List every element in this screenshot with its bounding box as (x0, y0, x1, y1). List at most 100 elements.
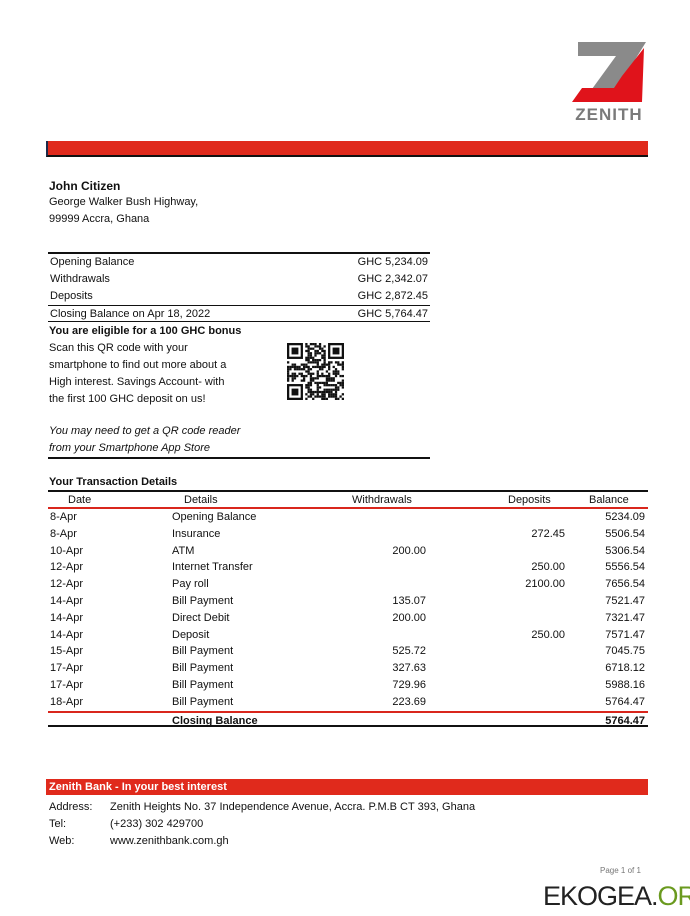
summary-row: Deposits GHC 2,872.45 (48, 288, 430, 305)
table-row: 14-Apr Direct Debit 200.00 7321.47 (48, 610, 648, 627)
footer-address: Address: Zenith Heights No. 37 Independen… (49, 800, 649, 815)
page-number: Page 1 of 1 (600, 866, 641, 875)
cell-date: 10-Apr (50, 544, 84, 557)
footer-tagline: Zenith Bank - In your best interest (46, 779, 648, 795)
header-details: Details (184, 494, 218, 506)
cell-date: 15-Apr (50, 645, 84, 658)
cell-details: Bill Payment (172, 662, 234, 675)
cell-date: 14-Apr (50, 628, 84, 641)
header-date: Date (68, 494, 92, 506)
footer-value: (+233) 302 429700 (110, 818, 204, 830)
customer-address-line2: 99999 Accra, Ghana (49, 213, 150, 225)
customer-address-line1: George Walker Bush Highway, (49, 196, 199, 208)
closing-value: 5764.47 (605, 714, 645, 727)
cell-deposit: 250.00 (531, 628, 565, 641)
table-row: 14-Apr Deposit 250.00 7571.47 (48, 627, 648, 644)
cell-date: 8-Apr (50, 527, 77, 540)
footer-label: Tel: (49, 818, 67, 830)
watermark-accent: ORG (657, 881, 690, 911)
footer-tel: Tel: (+233) 302 429700 (49, 817, 649, 832)
promo: You are eligible for a 100 GHC bonus Sca… (49, 323, 284, 408)
cell-withdrawal: 525.72 (392, 645, 426, 658)
cell-date: 14-Apr (50, 611, 84, 624)
cell-date: 17-Apr (50, 678, 84, 691)
summary-value: GHC 5,234.09 (357, 256, 428, 268)
cell-date: 18-Apr (50, 695, 84, 708)
summary-label: Opening Balance (50, 256, 135, 268)
transactions-title: Your Transaction Details (49, 476, 178, 488)
cell-date: 12-Apr (50, 561, 84, 574)
cell-details: Insurance (172, 527, 221, 540)
closing-label: Closing Balance (172, 714, 258, 727)
cell-deposit: 250.00 (531, 561, 565, 574)
cell-deposit: 272.45 (531, 527, 565, 540)
table-row: 10-Apr ATM 200.00 5306.54 (48, 543, 648, 560)
note-line: You may need to get a QR code reader (49, 425, 241, 437)
table-row: 18-Apr Bill Payment 223.69 5764.47 (48, 694, 648, 711)
cell-balance: 7321.47 (605, 611, 645, 624)
cell-date: 14-Apr (50, 594, 84, 607)
promo-note: You may need to get a QR code reader fro… (49, 423, 240, 457)
promo-line: the first 100 GHC deposit on us! (49, 393, 206, 405)
cell-details: Deposit (172, 628, 210, 641)
table-row: 15-Apr Bill Payment 525.72 7045.75 (48, 643, 648, 660)
cell-balance: 5556.54 (605, 561, 645, 574)
table-row: 12-Apr Pay roll 2100.00 7656.54 (48, 576, 648, 593)
cell-withdrawal: 200.00 (392, 611, 426, 624)
summary-value: GHC 2,872.45 (357, 290, 428, 302)
summary-value: GHC 5,764.47 (357, 308, 428, 320)
table-row: 14-Apr Bill Payment 135.07 7521.47 (48, 593, 648, 610)
cell-details: Opening Balance (172, 511, 257, 523)
footer-value[interactable]: www.zenithbank.com.gh (110, 835, 229, 847)
closing-row: Closing Balance 5764.47 (48, 710, 648, 728)
cell-details: ATM (172, 544, 195, 557)
watermark: EKOGEA.ORG (543, 882, 690, 910)
header-bar (46, 141, 648, 157)
footer-web: Web: www.zenithbank.com.gh (49, 834, 649, 849)
cell-date: 8-Apr (50, 511, 77, 523)
cell-date: 17-Apr (50, 662, 84, 675)
note-line: from your Smartphone App Store (49, 442, 211, 454)
header-balance: Balance (589, 494, 629, 506)
cell-details: Direct Debit (172, 611, 230, 624)
header-deposits: Deposits (508, 494, 551, 506)
cell-balance: 7571.47 (605, 628, 645, 641)
cell-balance: 5506.54 (605, 527, 645, 540)
cell-balance: 5306.54 (605, 544, 645, 557)
summary-row: Opening Balance GHC 5,234.09 (48, 254, 430, 271)
cell-details: Bill Payment (172, 678, 234, 691)
summary-row-closing: Closing Balance on Apr 18, 2022 GHC 5,764… (48, 305, 430, 322)
table-row: 8-Apr Opening Balance 5234.09 (48, 509, 648, 526)
summary-row: Withdrawals GHC 2,342.07 (48, 271, 430, 288)
cell-details: Internet Transfer (172, 561, 253, 574)
cell-withdrawal: 223.69 (392, 695, 426, 708)
cell-balance: 5764.47 (605, 695, 645, 708)
qr-code[interactable] (287, 343, 344, 400)
summary-label: Closing Balance on Apr 18, 2022 (50, 308, 211, 320)
table-row: 12-Apr Internet Transfer 250.00 5556.54 (48, 559, 648, 576)
cell-details: Bill Payment (172, 695, 234, 708)
cell-balance: 5234.09 (605, 511, 645, 523)
promo-line: smartphone to find out more about a (49, 359, 227, 371)
promo-title: You are eligible for a 100 GHC bonus (49, 325, 242, 337)
cell-balance: 5988.16 (605, 678, 645, 691)
table-row: 17-Apr Bill Payment 729.96 5988.16 (48, 677, 648, 694)
cell-deposit: 2100.00 (525, 578, 565, 591)
promo-line: Scan this QR code with your (49, 342, 188, 354)
logo-text: ZENITH (575, 105, 643, 124)
balance-summary: Opening Balance GHC 5,234.09 Withdrawals G… (48, 252, 430, 322)
cell-details: Bill Payment (172, 594, 234, 607)
cell-balance: 7656.54 (605, 578, 645, 591)
watermark-main: EKOGEA. (543, 881, 659, 911)
footer-label: Address: (49, 801, 93, 813)
table-header: Date Details Withdrawals Deposits Balanc… (48, 492, 648, 509)
header-withdrawals: Withdrawals (352, 494, 412, 506)
cell-details: Bill Payment (172, 645, 234, 658)
footer-label: Web: (49, 835, 75, 847)
cell-withdrawal: 200.00 (392, 544, 426, 557)
divider (48, 457, 430, 459)
customer-name: John Citizen (49, 179, 121, 193)
zenith-logo (572, 42, 646, 102)
summary-label: Deposits (50, 290, 93, 302)
cell-balance: 7045.75 (605, 645, 645, 658)
